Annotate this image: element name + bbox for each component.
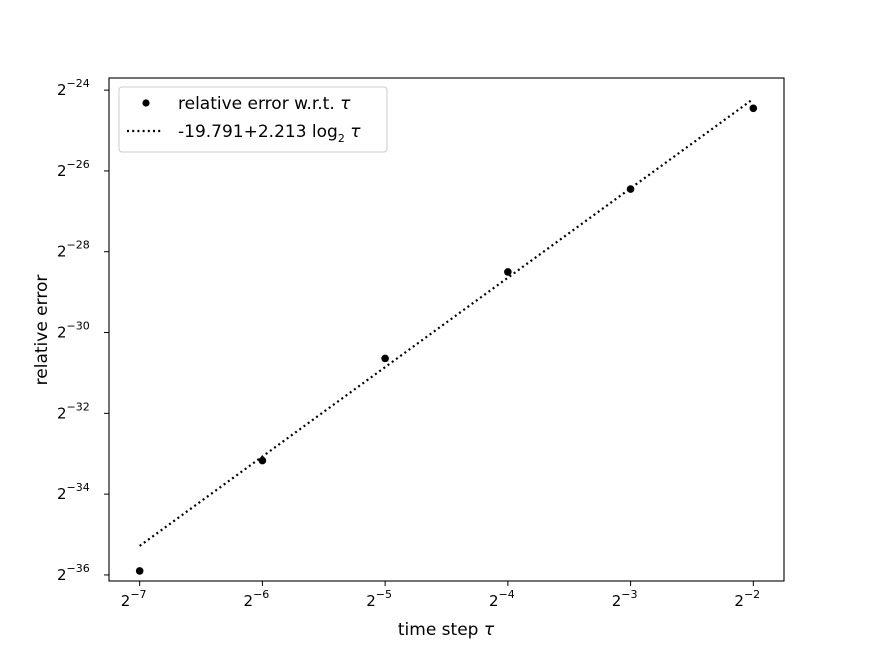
data-point [135, 567, 144, 575]
x-tick-label: 2−6 [244, 588, 270, 610]
y-tick-label: 2−30 [57, 320, 90, 342]
legend-label-fit-line: -19.791+2.213 log2 τ [178, 122, 361, 145]
y-tick-label: 2−32 [57, 400, 90, 422]
fit-line [139, 97, 754, 547]
x-tick-label: 2−4 [489, 588, 515, 610]
y-tick-label: 2−24 [57, 77, 90, 99]
axes-frame [108, 77, 785, 582]
data-point [504, 268, 512, 276]
legend-box [118, 86, 388, 153]
data-point [749, 104, 758, 113]
x-axis-ticks: 2−7 2−6 2−5 2−4 2−3 2−2 [121, 581, 760, 610]
x-axis-label: time step τ [398, 620, 495, 640]
plot-area [135, 97, 758, 575]
y-tick-label: 2−36 [57, 562, 90, 584]
y-tick-label: 2−26 [57, 158, 90, 180]
legend: relative error w.r.t. τ -19.791+2.213 lo… [118, 86, 388, 153]
y-axis-label: relative error [32, 275, 52, 386]
data-point [381, 354, 389, 363]
x-tick-label: 2−5 [366, 588, 392, 610]
legend-label-scatter: relative error w.r.t. τ [178, 94, 351, 114]
x-tick-label: 2−2 [734, 588, 760, 610]
y-axis-ticks: 2−24 2−26 2−28 2−30 2−32 2−34 2−36 [57, 77, 109, 584]
x-tick-label: 2−7 [121, 588, 147, 610]
legend-marker-scatter [142, 99, 150, 107]
data-point [626, 185, 635, 193]
y-tick-label: 2−28 [57, 239, 90, 261]
x-tick-label: 2−3 [612, 588, 638, 610]
data-point [258, 456, 267, 465]
y-tick-label: 2−34 [57, 481, 90, 503]
